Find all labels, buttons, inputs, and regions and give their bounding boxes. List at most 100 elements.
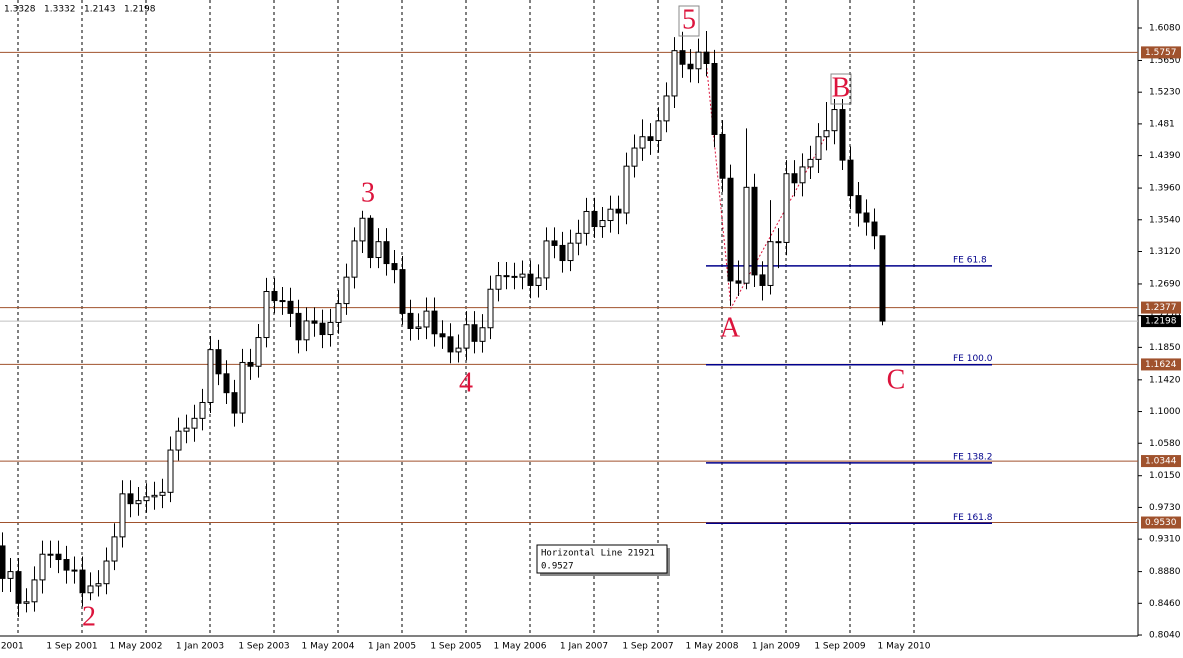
candle-body: [327, 321, 334, 336]
candle-body: [471, 324, 478, 342]
tooltip-value: 0.9527: [541, 562, 574, 572]
wave-label: A: [720, 312, 741, 343]
candle-body: [383, 241, 390, 265]
candle-body: [79, 569, 86, 594]
y-tick-label: 1.5650: [1149, 56, 1181, 66]
candle-body: [839, 109, 846, 161]
candle-body: [167, 449, 174, 493]
candle-body: [239, 361, 246, 414]
y-tick-label: 1.5230: [1149, 88, 1181, 98]
candle-body: [759, 274, 766, 286]
candle-body: [103, 560, 110, 585]
y-tick-label: 1.1420: [1149, 375, 1181, 385]
candle-body: [799, 166, 806, 184]
candle-body: [63, 559, 70, 571]
candle-body: [767, 241, 774, 286]
candle-body: [367, 217, 374, 259]
candle-body: [591, 210, 598, 228]
candle-body: [311, 320, 318, 324]
candle-body: [639, 136, 646, 149]
candle-body: [447, 336, 454, 353]
wave-label: 4: [459, 367, 473, 398]
current-price-label: 1.2198: [1145, 317, 1177, 327]
candle-body: [783, 173, 790, 243]
candle-body: [775, 241, 782, 244]
candle-body: [303, 320, 310, 341]
candle-body: [223, 373, 230, 394]
x-tick-label: 1 Jan 2003: [176, 642, 224, 652]
y-tick-label: 1.2690: [1149, 279, 1181, 289]
ohlc-close: 1.2198: [124, 5, 156, 15]
candle-body: [503, 275, 510, 278]
candle-body: [31, 579, 38, 603]
candle-body: [519, 273, 526, 278]
ohlc-high: 1.3332: [44, 5, 76, 15]
candle-body: [375, 241, 382, 259]
wave-label: 2: [82, 601, 96, 632]
candle-body: [39, 553, 46, 581]
candle-body: [695, 51, 702, 70]
price-label-box: [1141, 358, 1181, 371]
x-tick-label: 1 May 2006: [494, 642, 547, 652]
candle-body: [215, 349, 222, 375]
candle-body: [751, 186, 758, 276]
candle-body: [567, 242, 574, 262]
fe-label: FE 100.0: [953, 354, 993, 364]
candle-body: [719, 133, 726, 179]
fe-label: FE 61.8: [953, 255, 987, 265]
price-label-box: [1141, 516, 1181, 529]
candle-body: [551, 240, 558, 246]
price-label-box: [1141, 46, 1181, 59]
price-label-box: [1141, 455, 1181, 468]
candle-body: [143, 496, 150, 502]
candle-body: [487, 288, 494, 329]
candle-body: [287, 300, 294, 314]
price-label: 1.0344: [1145, 457, 1177, 467]
candle-body: [463, 324, 470, 349]
fe-label: FE 138.2: [953, 452, 993, 462]
candle-body: [735, 280, 742, 284]
candle-body: [159, 491, 166, 496]
candle-body: [7, 571, 14, 579]
candle-body: [127, 493, 134, 505]
candle-body: [679, 50, 686, 65]
candle-body: [399, 269, 406, 314]
candle-body: [559, 244, 566, 262]
x-tick-label: 1 Jan 2009: [752, 642, 800, 652]
candle-body: [479, 327, 486, 342]
candle-body: [855, 195, 862, 214]
wave-label: 3: [361, 177, 375, 208]
candle-body: [647, 136, 654, 142]
wave-box: [678, 5, 700, 37]
candle-body: [623, 165, 630, 214]
candle-body: [807, 158, 814, 168]
candle-body: [87, 585, 94, 594]
candle-body: [871, 221, 878, 237]
x-tick-label: 1 Jan 2007: [560, 642, 608, 652]
candle-body: [271, 291, 278, 302]
candle-body: [663, 95, 670, 122]
x-tick-label: n 2001: [0, 642, 24, 652]
wave-connector: [705, 59, 829, 310]
y-tick-label: 1.3960: [1149, 184, 1181, 194]
y-tick-label: 1.6080: [1149, 24, 1181, 34]
candle-body: [431, 310, 438, 335]
candle-body: [847, 159, 854, 197]
candle-body: [15, 571, 22, 604]
candle-body: [351, 240, 358, 278]
candle-body: [295, 312, 302, 341]
candle-body: [615, 208, 622, 214]
candle-body: [831, 109, 838, 132]
y-tick-label: 1.1000: [1149, 407, 1181, 417]
candle-body: [671, 50, 678, 97]
candle-body: [743, 186, 750, 284]
candle-body: [255, 337, 262, 367]
y-tick-label: 1.1850: [1149, 343, 1181, 353]
ohlc-open: 1.3328: [4, 5, 36, 15]
candle-body: [391, 263, 398, 271]
candle-body: [599, 220, 606, 228]
candle-body: [631, 147, 638, 167]
price-label-box: [1141, 301, 1181, 314]
x-tick-label: 1 May 2008: [686, 642, 739, 652]
x-tick-label: 1 Sep 2007: [622, 642, 673, 652]
